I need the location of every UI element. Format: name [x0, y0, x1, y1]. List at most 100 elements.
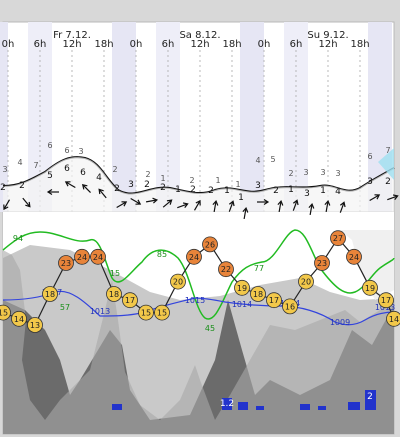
- temperature-label: 16: [285, 302, 295, 311]
- precip-label: 1.2: [220, 399, 234, 409]
- wave-direction-arrow: [177, 202, 189, 209]
- wave-upper-number: 3: [303, 168, 308, 177]
- temperature-marker: [90, 248, 106, 265]
- arrow-shaft: [243, 208, 247, 220]
- wave-direction-arrow: [339, 201, 346, 213]
- pressure-label: 1014: [232, 300, 252, 309]
- temperature-marker: [298, 273, 314, 290]
- temperature-markers: 15 14 13 18 23 24 24 18 17 15 15 20 24 26 22 19 18 17 16 20…: [0, 230, 400, 333]
- day-label: Fr 7.12.: [53, 30, 91, 41]
- humidity-label: 45: [205, 324, 215, 333]
- arrow-shaft: [83, 185, 91, 193]
- arrow-head: [339, 201, 346, 208]
- wave-upper-number: 6: [367, 152, 372, 161]
- wave-upper-number: 1: [215, 176, 220, 185]
- wave-upper-number: 6: [64, 146, 69, 155]
- temperature-marker: [170, 273, 186, 290]
- arrow-head: [212, 199, 219, 206]
- terrain-mid: [3, 250, 394, 434]
- arrow-shaft: [278, 201, 282, 213]
- temperature-label: 26: [205, 240, 215, 249]
- wave-upper-number: 4: [255, 156, 260, 165]
- precipitation-bars: 1.22: [112, 390, 376, 410]
- hour-tick-label: 6h: [290, 39, 303, 50]
- arrow-shaft: [387, 195, 397, 201]
- pressure-label: 1013: [90, 307, 110, 316]
- pressure-line: [2, 290, 395, 326]
- temperature-label: 20: [301, 278, 311, 287]
- temperature-marker: [42, 286, 58, 302]
- wave-upper-number: 2: [288, 169, 293, 178]
- temperature-marker: [11, 310, 27, 327]
- temperature-label: 24: [77, 253, 87, 262]
- temperature-label: 15: [141, 309, 151, 318]
- wave-lower-number: 2: [0, 183, 6, 193]
- wave-lower-number: 2: [19, 181, 25, 191]
- temperature-marker: [386, 310, 400, 327]
- series-lines: 9415857757451017101310151014101410091013: [2, 229, 395, 333]
- wave-upper-number: 7: [33, 161, 38, 170]
- precip-bar: [365, 390, 376, 410]
- swell-patch: [378, 148, 394, 180]
- arrow-shaft: [228, 202, 234, 212]
- arrow-shaft: [292, 201, 298, 211]
- wave-upper-number: 1: [160, 174, 165, 183]
- arrow-head: [25, 201, 31, 208]
- humidity-line: [2, 229, 395, 320]
- arrow-head: [64, 181, 71, 187]
- arrow-head: [292, 199, 299, 206]
- precip-bar: [222, 398, 232, 410]
- wave-upper-number: 4: [17, 158, 22, 167]
- temperature-label: 24: [349, 253, 359, 262]
- wave-upper-number: 3: [335, 169, 340, 178]
- wave-lower-number: 2: [273, 186, 279, 196]
- arrow-shaft: [193, 201, 201, 211]
- wave-direction-arrow: [308, 202, 315, 216]
- pressure-label: 1009: [330, 318, 350, 327]
- arrow-head: [392, 194, 399, 201]
- night-band: [112, 22, 136, 212]
- precip-bar: [318, 406, 326, 410]
- axis-labels: Fr 7.12. Sa 8.12. Su 9.12. 0h 6h 12h 18h 0h 6h 12…: [2, 30, 370, 50]
- temperature-label: 19: [365, 284, 375, 293]
- wave-lower-number: 6: [80, 168, 86, 178]
- temperature-marker: [106, 286, 122, 302]
- humidity-label: 15: [110, 269, 120, 278]
- arrow-shaft: [3, 199, 11, 209]
- humidity-label: 85: [157, 250, 167, 259]
- precip-bar: [300, 404, 310, 410]
- wave-direction-arrow: [193, 199, 201, 211]
- hour-tick-label: 18h: [350, 39, 369, 50]
- wave-lower-number: 2: [160, 183, 166, 193]
- night-band: [240, 22, 264, 212]
- hour-tick-label: 12h: [190, 39, 209, 50]
- wave-lower-number: 2: [144, 180, 150, 190]
- wave-upper-number: 3: [2, 165, 7, 174]
- temperature-label: 15: [157, 309, 167, 318]
- wave-lower-number: 2: [190, 185, 196, 195]
- arrow-head: [152, 197, 159, 204]
- wave-lower-number: 1: [320, 186, 326, 196]
- arrow-shaft: [22, 197, 30, 207]
- wave-upper-number: 6: [47, 141, 52, 150]
- temperature-label: 27: [333, 234, 343, 243]
- arrow-shaft: [369, 194, 379, 202]
- night-band: [0, 22, 8, 212]
- arrow-shaft: [116, 201, 126, 209]
- wave-upper-number: 3: [320, 168, 325, 177]
- temperature-marker: [74, 248, 90, 265]
- arrow-head: [263, 198, 270, 206]
- wave-lower-number: 3: [128, 180, 134, 190]
- temperature-label: 17: [381, 296, 391, 305]
- arrow-shaft: [309, 204, 313, 216]
- temperature-label: 23: [61, 259, 71, 268]
- precip-bar: [238, 402, 248, 410]
- wave-upper-number: 3: [78, 147, 83, 156]
- arrow-shaft: [339, 203, 345, 213]
- hour-tick-label: 0h: [2, 39, 15, 50]
- arrow-head: [182, 202, 189, 209]
- wave-direction-arrow: [162, 199, 173, 208]
- arrow-shaft: [177, 203, 187, 209]
- temperature-marker: [266, 292, 282, 309]
